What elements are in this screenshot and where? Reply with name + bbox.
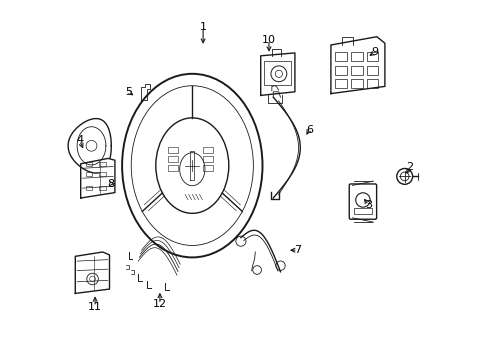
Text: 4: 4 [76, 135, 83, 145]
Bar [85, 172, 92, 176]
Bar [366, 52, 378, 61]
Bar [366, 79, 378, 88]
Text: 9: 9 [370, 47, 378, 57]
FancyBboxPatch shape [348, 184, 376, 219]
Text: 2: 2 [406, 162, 413, 172]
Polygon shape [75, 252, 109, 293]
Circle shape [396, 168, 412, 184]
Bar [263, 61, 291, 85]
Bar [203, 147, 213, 153]
Polygon shape [330, 37, 384, 94]
Bar [203, 156, 213, 162]
Text: 7: 7 [294, 245, 301, 255]
Text: 3: 3 [365, 200, 371, 210]
Bar [335, 79, 346, 88]
Text: 11: 11 [88, 302, 102, 312]
Text: 5: 5 [125, 87, 132, 97]
Bar [350, 79, 362, 88]
Text: 12: 12 [153, 299, 166, 309]
Text: 8: 8 [107, 179, 114, 189]
Bar [167, 165, 178, 171]
Text: 6: 6 [305, 125, 312, 135]
Bar [335, 66, 346, 75]
Bar [85, 162, 92, 166]
Polygon shape [81, 158, 115, 198]
Polygon shape [260, 53, 294, 95]
Bar [85, 186, 92, 190]
Bar [99, 162, 105, 166]
Bar [354, 208, 371, 214]
Bar [350, 66, 362, 75]
Circle shape [355, 193, 369, 207]
Bar [167, 156, 178, 162]
Text: 1: 1 [199, 22, 206, 32]
Bar [350, 52, 362, 61]
Text: 10: 10 [262, 35, 275, 45]
Bar [99, 186, 105, 190]
Bar [366, 66, 378, 75]
Bar [203, 165, 213, 171]
Bar [335, 52, 346, 61]
Bar [99, 172, 105, 176]
Bar [167, 147, 178, 153]
